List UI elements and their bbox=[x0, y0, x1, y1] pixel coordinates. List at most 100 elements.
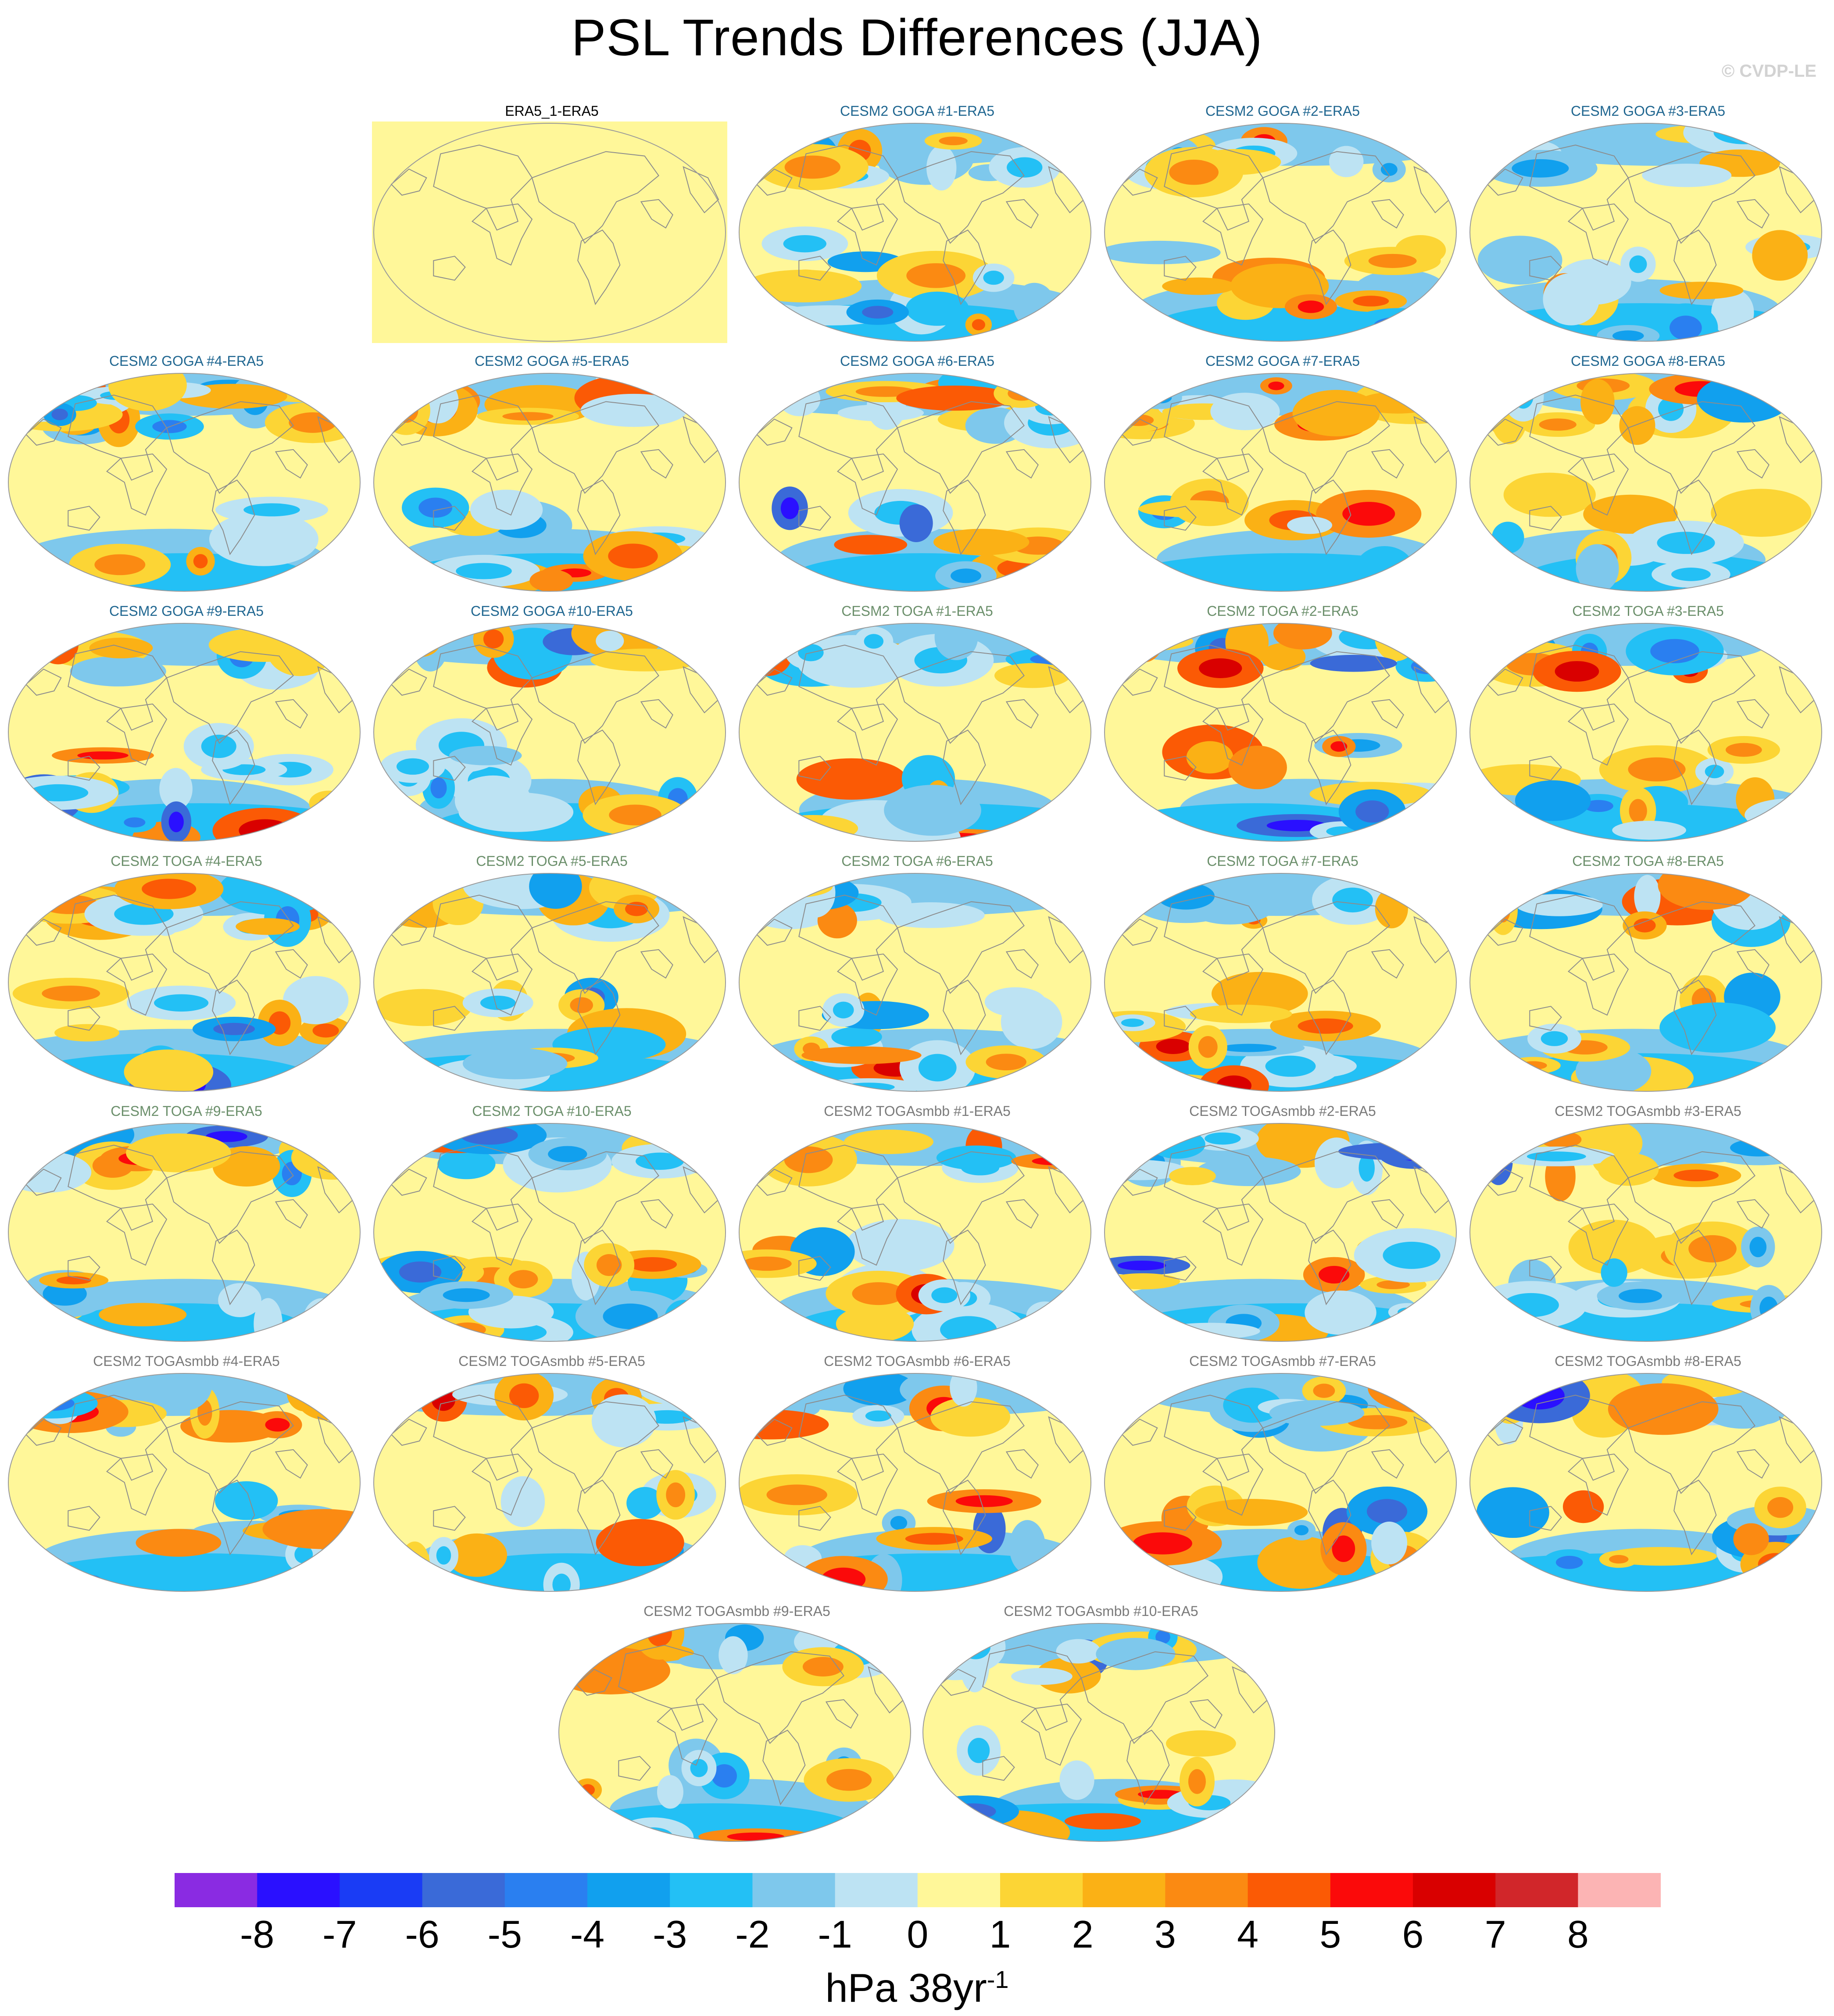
contour-blob bbox=[1043, 1063, 1082, 1091]
coastline bbox=[640, 949, 673, 979]
coastline bbox=[756, 1419, 793, 1446]
contour-core bbox=[289, 412, 337, 433]
coastline bbox=[1262, 401, 1390, 494]
contour-blob bbox=[447, 1533, 508, 1577]
coastline bbox=[837, 203, 898, 266]
colorbar-unit-text: hPa 38yr bbox=[825, 1966, 987, 2011]
coastline bbox=[1627, 1151, 1755, 1244]
contour-core bbox=[628, 1257, 677, 1272]
contour-core bbox=[1313, 1383, 1335, 1398]
contour-core bbox=[1155, 1630, 1170, 1644]
coastline bbox=[1567, 203, 1629, 266]
contour-core bbox=[1527, 1151, 1586, 1162]
contour-blob bbox=[108, 373, 187, 411]
contour-core bbox=[609, 804, 661, 826]
coastline bbox=[1308, 479, 1351, 555]
contour-core bbox=[396, 758, 429, 775]
contour-blob bbox=[1314, 1137, 1359, 1188]
contour-core bbox=[1330, 741, 1348, 752]
map-panel: CESM2 TOGA #5-ERA5 bbox=[372, 853, 732, 1103]
contour-blob bbox=[933, 529, 1030, 556]
contour-core bbox=[77, 751, 129, 760]
contour-blob bbox=[591, 1394, 656, 1448]
coastline bbox=[618, 1756, 651, 1781]
coastline bbox=[798, 1256, 831, 1281]
coastline bbox=[471, 953, 533, 1016]
contour-blob bbox=[580, 393, 687, 427]
contour-blob bbox=[930, 1397, 1011, 1437]
contour-core bbox=[404, 1559, 427, 1573]
contour-blob bbox=[1711, 489, 1812, 537]
colorbar-tick-label: -7 bbox=[322, 1912, 357, 1956]
coastline bbox=[577, 729, 621, 805]
contour-core bbox=[295, 1381, 313, 1401]
contour-core bbox=[968, 1737, 990, 1763]
contour-blob bbox=[1503, 472, 1596, 517]
contour-core bbox=[1199, 658, 1242, 678]
colorbar-box bbox=[504, 1873, 588, 1907]
contour-blob bbox=[1516, 894, 1603, 916]
coastline bbox=[756, 668, 793, 696]
contour-core bbox=[312, 1023, 339, 1038]
coastline bbox=[1567, 1453, 1629, 1516]
contour-core bbox=[1705, 765, 1724, 779]
coastline bbox=[275, 1449, 308, 1479]
coastline bbox=[1262, 901, 1390, 994]
contour-blob bbox=[1405, 1065, 1444, 1091]
coastline bbox=[1627, 151, 1755, 244]
contour-core bbox=[1519, 1061, 1547, 1070]
coastline bbox=[798, 256, 831, 281]
contour-blob bbox=[994, 379, 1050, 408]
coastline bbox=[1164, 506, 1197, 531]
map-plot bbox=[1469, 123, 1822, 342]
colorbar-tick-label: -3 bbox=[653, 1912, 687, 1956]
map-outline bbox=[1469, 873, 1822, 1092]
contour-core bbox=[1133, 1532, 1192, 1555]
map-outline bbox=[739, 873, 1091, 1092]
map-panel: CESM2 TOGAsmbb #4-ERA5 bbox=[7, 1353, 366, 1603]
map-plot bbox=[739, 1123, 1091, 1342]
coastline bbox=[1164, 144, 1264, 231]
coastline bbox=[1371, 1199, 1404, 1229]
contour-core bbox=[1332, 887, 1373, 913]
map-outline bbox=[739, 1123, 1091, 1342]
contour-blob bbox=[1029, 1569, 1062, 1591]
colorbar-tick-label: -2 bbox=[735, 1912, 769, 1956]
coastline bbox=[1126, 1730, 1170, 1805]
map-panel: CESM2 TOGA #4-ERA5 bbox=[7, 853, 366, 1103]
map-plot bbox=[739, 123, 1091, 342]
coastline bbox=[212, 729, 255, 805]
contour-blob bbox=[89, 637, 153, 658]
coastline bbox=[68, 1394, 168, 1481]
contour-core bbox=[581, 1784, 595, 1796]
contour-core bbox=[608, 543, 658, 568]
contour-blob bbox=[1013, 282, 1055, 329]
coastline bbox=[1529, 506, 1562, 531]
watermark: © CVDP-LE bbox=[1721, 61, 1816, 81]
contour-blob bbox=[596, 630, 624, 651]
coastline bbox=[1567, 703, 1629, 766]
contour-core bbox=[392, 873, 412, 897]
contour-blob bbox=[1059, 1760, 1094, 1800]
contour-core bbox=[1156, 1039, 1190, 1054]
coastline bbox=[1020, 1703, 1082, 1766]
panel-title: CESM2 TOGAsmbb #10-ERA5 bbox=[1004, 1603, 1198, 1619]
panel-title: ERA5_1-ERA5 bbox=[505, 103, 599, 119]
coastline bbox=[577, 1480, 621, 1555]
contour-core bbox=[1205, 1132, 1241, 1145]
coastline bbox=[798, 1394, 898, 1481]
contour-core bbox=[939, 136, 968, 146]
map-panel: CESM2 GOGA #4-ERA5 bbox=[7, 353, 366, 603]
contour-core bbox=[1619, 1289, 1662, 1303]
colorbar-tick-label: 3 bbox=[1155, 1912, 1176, 1956]
colorbar-box bbox=[1495, 1873, 1578, 1907]
contour-core bbox=[826, 1769, 872, 1791]
contour-blob bbox=[843, 1373, 916, 1406]
contour-core bbox=[1298, 1018, 1353, 1034]
panel-title: CESM2 TOGA #2-ERA5 bbox=[1207, 603, 1359, 619]
coastline bbox=[1736, 1199, 1770, 1229]
coastline bbox=[1121, 418, 1158, 446]
panel-title: CESM2 GOGA #1-ERA5 bbox=[840, 103, 995, 119]
contour-blob bbox=[1576, 544, 1619, 591]
coastline bbox=[1529, 644, 1629, 731]
